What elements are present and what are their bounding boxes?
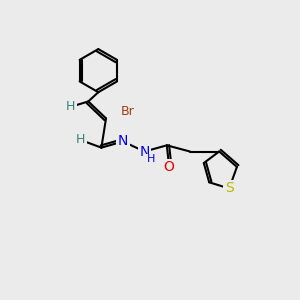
- Text: Br: Br: [121, 105, 134, 118]
- Text: S: S: [225, 182, 234, 196]
- Text: O: O: [164, 160, 175, 174]
- Text: H: H: [66, 100, 75, 113]
- Text: H: H: [76, 134, 85, 146]
- Text: N: N: [139, 145, 150, 158]
- Text: H: H: [147, 154, 155, 164]
- Text: N: N: [118, 134, 128, 148]
